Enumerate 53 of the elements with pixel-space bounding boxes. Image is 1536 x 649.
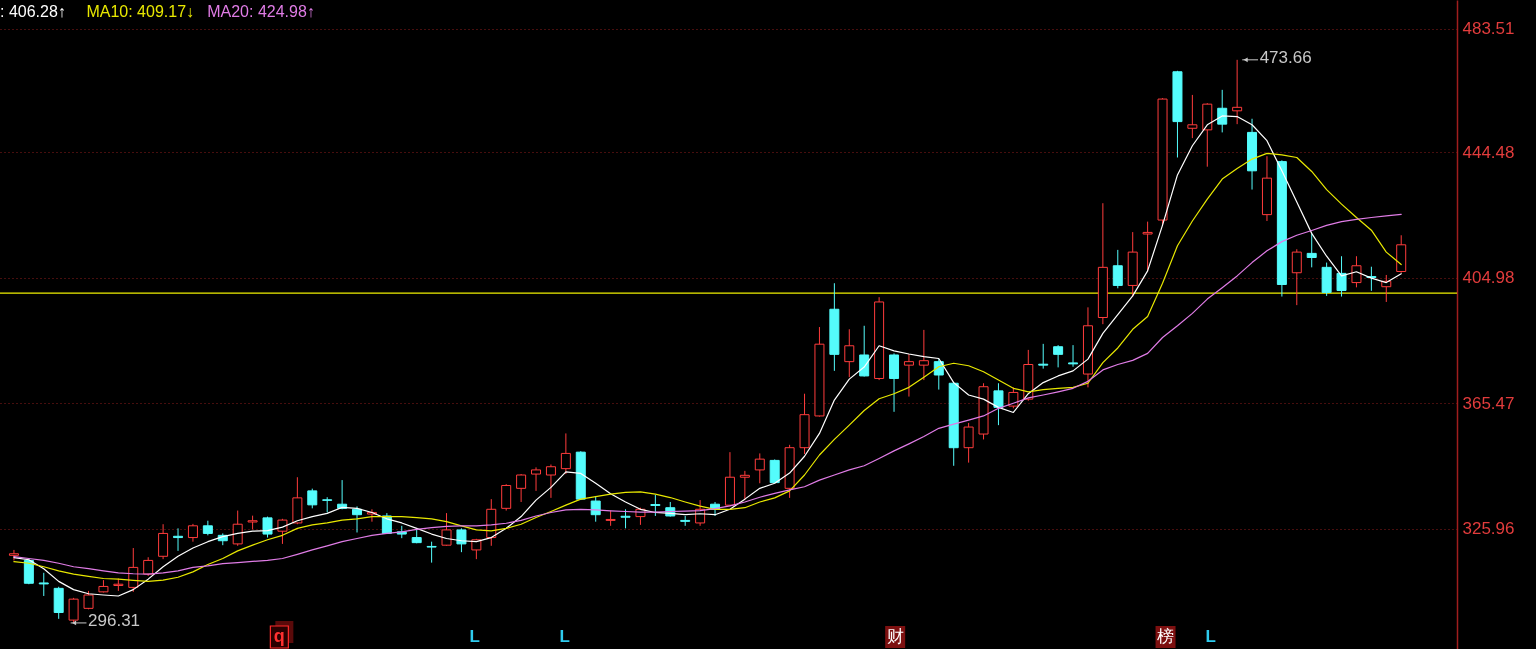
candlestick <box>1351 255 1362 288</box>
annotation: q <box>273 626 285 646</box>
candlestick <box>560 432 571 475</box>
candlestick <box>859 325 870 378</box>
candlestick <box>739 470 750 501</box>
candlestick <box>918 329 929 381</box>
candlestick <box>158 523 169 560</box>
candlestick <box>1142 221 1153 272</box>
text: : 406.28↑ <box>0 3 66 20</box>
candlestick <box>1306 232 1317 268</box>
annotation: L <box>469 627 480 646</box>
candlestick <box>889 352 900 413</box>
y-tick-label: 365.47 <box>1462 393 1515 413</box>
candlestick <box>1187 94 1198 139</box>
candlestick <box>963 422 974 464</box>
candlestick <box>1068 344 1079 368</box>
candlestick <box>1291 248 1302 306</box>
candlestick <box>531 466 542 492</box>
candlestick <box>1038 343 1049 370</box>
y-tick-label: 404.98 <box>1462 268 1515 288</box>
annotation: 财 <box>886 626 904 646</box>
candlestick <box>844 328 855 378</box>
text: MA10: 409.17↓ <box>86 3 195 20</box>
candlestick <box>903 353 914 398</box>
candlestick <box>1336 255 1347 298</box>
candlestick <box>993 382 1004 426</box>
annotation: L <box>559 627 570 646</box>
candlestick <box>232 510 243 547</box>
candlestick <box>620 508 631 529</box>
candlestick <box>143 556 154 577</box>
candlestick <box>516 473 527 503</box>
candlestick <box>1053 344 1064 368</box>
candlestick <box>173 527 184 552</box>
annotation: 榜 <box>1157 626 1175 646</box>
candlestick <box>590 495 601 523</box>
candlestick <box>307 488 318 509</box>
candlestick <box>38 572 49 597</box>
candlestick <box>352 505 363 533</box>
text: MA20: 424.98↑ <box>207 3 315 20</box>
candlestick <box>501 483 512 512</box>
annotation: 296.31 <box>88 610 141 630</box>
candlestick <box>754 452 765 484</box>
candlestick <box>426 541 437 564</box>
candlestick <box>1217 89 1228 133</box>
candlestick <box>650 494 661 517</box>
y-tick-label: 483.51 <box>1462 19 1515 39</box>
y-tick-label: 444.48 <box>1462 142 1515 162</box>
candlestick <box>8 549 19 561</box>
y-tick-label: 325.96 <box>1462 519 1515 539</box>
annotation: 473.66 <box>1259 47 1312 67</box>
candlestick <box>545 464 556 499</box>
candlestick <box>1112 249 1123 289</box>
annotation: L <box>1205 627 1216 646</box>
